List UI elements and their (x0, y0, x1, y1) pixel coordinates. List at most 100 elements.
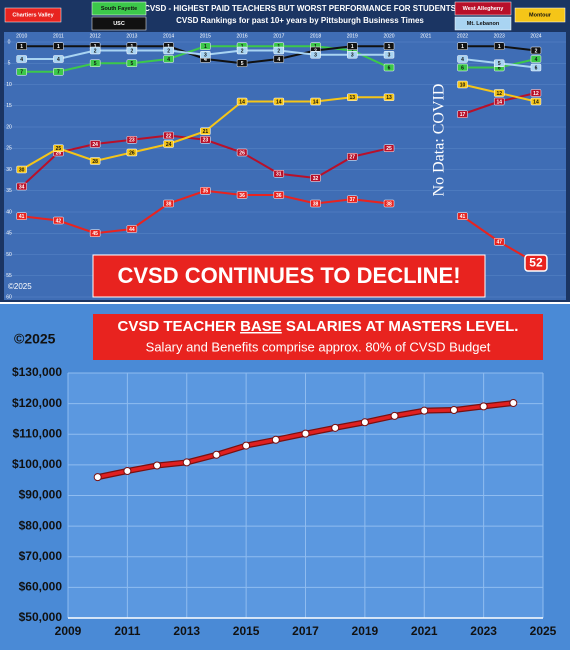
y-tick-label: $90,000 (19, 488, 63, 502)
data-point (200, 42, 211, 50)
data-point (310, 51, 321, 59)
data-point (479, 402, 488, 411)
data-point (236, 148, 248, 157)
x-tick-label: 2015 (233, 624, 260, 638)
x-tick-label: 2018 (310, 33, 321, 39)
data-point (530, 97, 542, 106)
data-point (123, 467, 132, 475)
legend-swatch (91, 16, 147, 31)
data-point (524, 254, 548, 272)
data-label: 12 (496, 91, 502, 97)
y-tick-label: 15 (6, 103, 12, 109)
data-point (530, 63, 542, 72)
data-label: 38 (166, 201, 172, 207)
data-label: 1 (351, 44, 354, 50)
data-label: 4 (461, 57, 464, 63)
data-label: 12 (533, 91, 539, 97)
data-label: 3 (204, 53, 207, 59)
data-label: 4 (20, 57, 23, 63)
data-point (273, 97, 285, 106)
data-label: 4 (535, 57, 538, 63)
data-point (236, 97, 248, 106)
data-point (53, 68, 64, 76)
data-point (236, 59, 248, 67)
data-point (273, 191, 285, 199)
x-tick-label: 2019 (352, 624, 379, 638)
data-label: 14 (313, 99, 319, 105)
x-tick-label: 2017 (292, 624, 319, 638)
data-label: 41 (19, 214, 25, 220)
data-point (126, 46, 138, 55)
data-label: 5 (130, 61, 133, 67)
chart-title: CVSD - HIGHEST PAID TEACHERS BUT WORST P… (144, 4, 457, 13)
data-point (457, 212, 468, 220)
annotation: ©2025 (8, 282, 32, 291)
title-part: BASE (240, 318, 282, 335)
data-label: 5 (94, 61, 97, 67)
legend-label: West Allegheny (463, 6, 505, 12)
data-label: 14 (496, 99, 502, 105)
annotation-box (92, 254, 486, 298)
data-point (16, 212, 27, 220)
data-point (53, 144, 64, 152)
data-label: 4 (167, 57, 170, 63)
x-tick-label: 2023 (494, 33, 505, 39)
data-point (93, 473, 102, 482)
data-label: 25 (56, 146, 62, 152)
x-tick-label: 2025 (530, 624, 557, 638)
data-point (449, 406, 458, 415)
data-label: 32 (313, 176, 319, 182)
annotation: No Data: COVID (431, 84, 448, 197)
data-label: 34 (19, 184, 25, 190)
x-tick-label: 2014 (163, 33, 174, 39)
legend-label: Montour (529, 12, 552, 18)
data-label: 21 (203, 129, 209, 135)
legend-swatch (514, 7, 566, 23)
data-label: 36 (239, 193, 245, 199)
data-label: 41 (460, 214, 466, 220)
data-point (347, 195, 358, 203)
legend-label: Chartiers Valley (12, 12, 54, 18)
data-point (200, 51, 211, 59)
data-label: 38 (313, 201, 319, 207)
data-point (347, 153, 358, 161)
title-box (93, 314, 543, 360)
y-tick-label: 50 (6, 252, 12, 258)
data-label: 45 (92, 231, 98, 237)
data-point (200, 136, 211, 144)
data-point (236, 191, 248, 199)
data-point (271, 435, 280, 444)
data-point (383, 63, 395, 72)
data-label: 28 (92, 159, 98, 165)
legend-swatch (454, 1, 512, 16)
data-point (457, 63, 468, 72)
data-point (16, 182, 27, 191)
data-point (273, 170, 285, 178)
y-tick-label: $120,000 (12, 396, 62, 410)
data-label: 14 (533, 99, 539, 105)
x-tick-label: 2021 (411, 624, 438, 638)
data-label: 7 (57, 70, 60, 76)
data-point (301, 429, 310, 438)
x-tick-label: 2017 (273, 33, 284, 39)
data-point (163, 140, 174, 148)
y-tick-label: 35 (6, 188, 12, 194)
x-tick-label: 2010 (16, 33, 27, 39)
data-point (331, 423, 340, 432)
y-tick-label: 0 (8, 39, 11, 45)
data-label: 3 (351, 53, 354, 59)
data-label: 3 (314, 53, 317, 59)
data-label: 44 (129, 227, 135, 233)
data-point (493, 238, 505, 246)
data-point (310, 199, 321, 208)
data-point (200, 127, 211, 135)
legend-swatch (91, 1, 147, 16)
y-tick-label: 10 (6, 82, 12, 88)
data-point (212, 450, 221, 459)
data-point (153, 461, 162, 470)
data-label: 5 (241, 61, 244, 67)
x-tick-label: 2023 (470, 624, 497, 638)
data-point (273, 46, 285, 55)
data-point (310, 174, 321, 182)
